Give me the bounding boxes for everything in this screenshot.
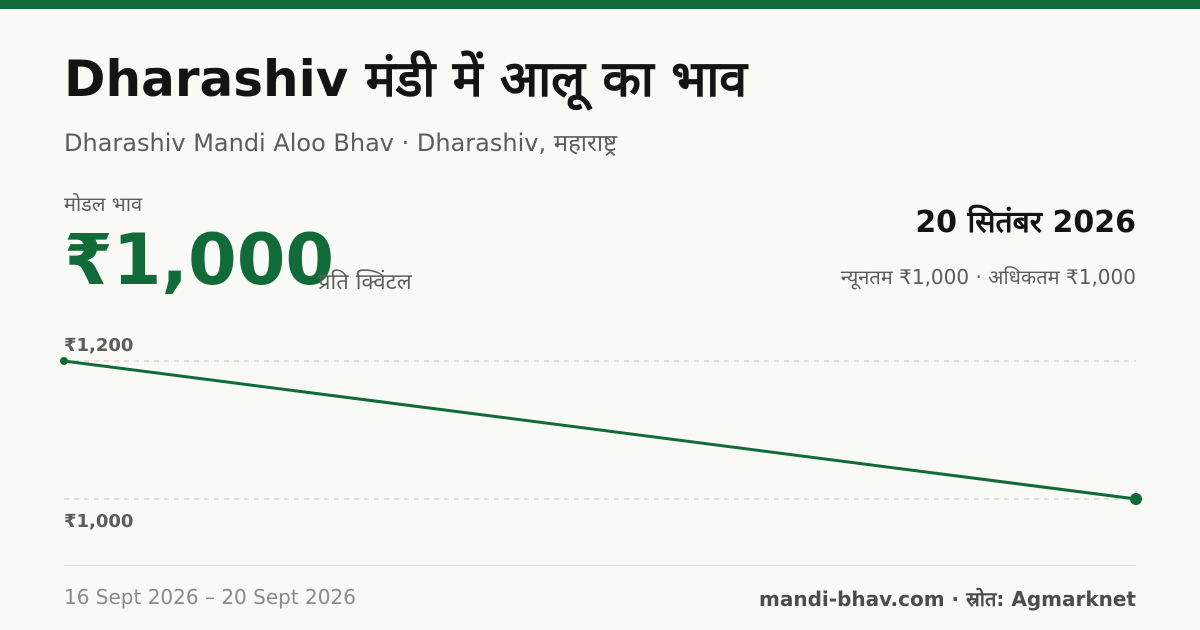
series-line bbox=[62, 359, 1138, 501]
y-tick-label-min: ₹1,000 bbox=[64, 511, 133, 532]
footer-date-range: 16 Sept 2026 – 20 Sept 2026 bbox=[64, 585, 356, 609]
price-label: मोडल भाव bbox=[64, 192, 143, 216]
footer-source: mandi-bhav.com · स्रोत: Agmarknet bbox=[759, 587, 1136, 611]
data-point bbox=[60, 357, 68, 365]
page-subtitle: Dharashiv Mandi Aloo Bhav · Dharashiv, म… bbox=[64, 129, 618, 157]
price-min-max: न्यूनतम ₹1,000 · अधिकतम ₹1,000 bbox=[840, 265, 1136, 289]
top-accent-bar bbox=[0, 0, 1200, 9]
data-point bbox=[1130, 493, 1142, 505]
y-tick-label-max: ₹1,200 bbox=[64, 335, 133, 356]
price-value: ₹1,000 bbox=[64, 219, 335, 301]
footer-divider bbox=[64, 565, 1136, 566]
price-date: 20 सितंबर 2026 bbox=[915, 205, 1136, 240]
price-unit: प्रति क्विंटल bbox=[318, 270, 412, 295]
price-series bbox=[60, 357, 1142, 505]
page-title: Dharashiv मंडी में आलू का भाव bbox=[64, 50, 748, 108]
